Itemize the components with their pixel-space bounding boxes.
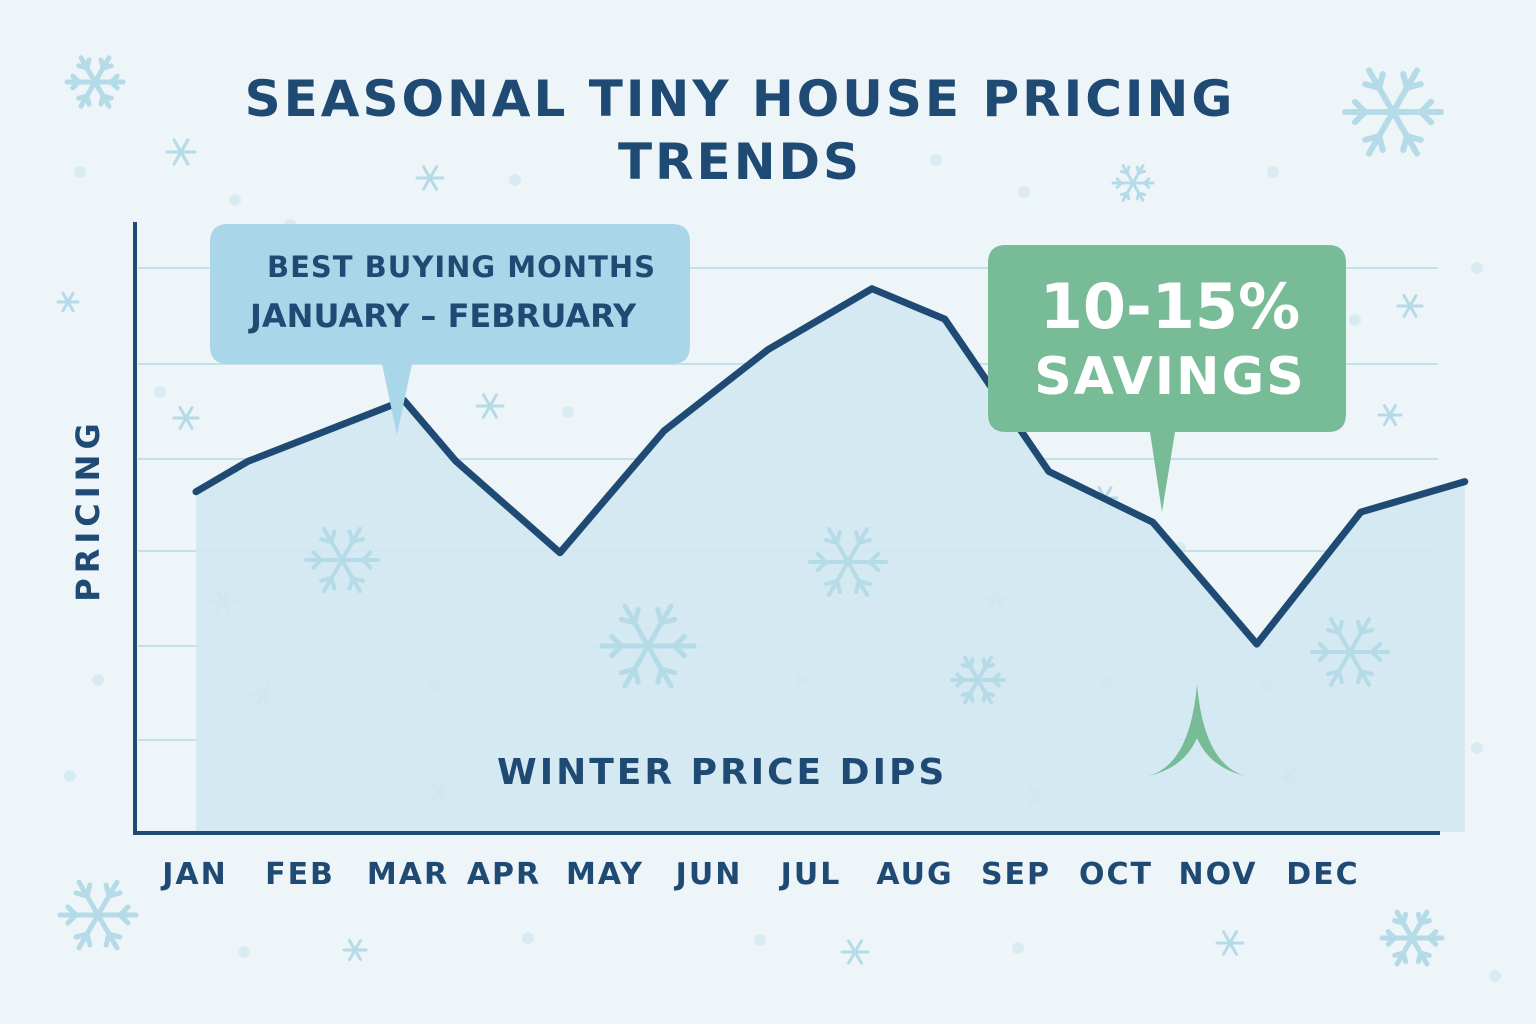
- snowflake-icon: [57, 879, 139, 951]
- x-tick-label-jul: JUL: [780, 857, 842, 892]
- data-point: [247, 460, 249, 462]
- snowflake-icon: [342, 938, 368, 962]
- snowflake-icon: [165, 138, 197, 166]
- x-tick-label-mar: MAR: [366, 857, 450, 892]
- snowflake-icon: [840, 939, 870, 965]
- snowflake-icon: [56, 291, 80, 313]
- x-tick-label-aug: AUG: [876, 857, 954, 892]
- snow-dot-icon: [930, 154, 942, 166]
- snowflake-icon: [1379, 909, 1445, 967]
- snow-dot-icon: [509, 174, 521, 186]
- data-point: [944, 318, 946, 320]
- snow-dot-icon: [1471, 742, 1483, 754]
- y-axis-label: PRICING: [69, 418, 107, 602]
- snowflake-icon: [172, 406, 200, 430]
- data-point: [1464, 481, 1466, 483]
- callouts: [210, 224, 1346, 776]
- axes: [133, 222, 1440, 835]
- snowflake-icon: [1377, 403, 1403, 427]
- x-tick-label-oct: OCT: [1079, 857, 1153, 892]
- best-buying-callout-line-1: BEST BUYING MONTHS: [267, 250, 657, 284]
- snow-dot-icon: [1012, 942, 1024, 954]
- snow-dot-icon: [1018, 186, 1030, 198]
- snowflake-icon: [1342, 67, 1444, 157]
- best-buying-callout-line-2: JANUARY – FEBRUARY: [250, 297, 637, 335]
- snowflake-decorations-front: [304, 526, 1390, 705]
- data-point: [1048, 470, 1050, 472]
- snowflake-icon: [415, 165, 445, 191]
- snow-dot-icon: [229, 194, 241, 206]
- snowflake-icon: [1310, 617, 1390, 687]
- snow-dot-icon: [154, 386, 166, 398]
- best-buying-callout-bubble: [210, 224, 690, 435]
- snow-dot-icon: [522, 932, 534, 944]
- data-point: [559, 552, 561, 554]
- snow-dot-icon: [754, 934, 766, 946]
- price-series-line: [192, 285, 1469, 648]
- snow-dot-icon: [74, 166, 86, 178]
- savings-callout-bubble: [988, 245, 1346, 512]
- snow-dot-icon: [1349, 314, 1361, 326]
- dip-marker-icon: [1148, 684, 1246, 776]
- winter-price-dips-annotation: WINTER PRICE DIPS: [497, 752, 948, 793]
- snowflake-icon: [1396, 294, 1424, 318]
- x-tick-label-apr: APR: [466, 857, 542, 892]
- snowflake-icon: [599, 603, 697, 689]
- x-tick-label-may: MAY: [566, 857, 644, 892]
- data-point: [871, 288, 873, 290]
- x-tick-label-feb: FEB: [265, 857, 335, 892]
- x-tick-label-jun: JUN: [675, 857, 743, 892]
- savings-callout-line-2: SAVINGS: [1034, 347, 1306, 407]
- chart-title-line-2: TRENDS: [617, 133, 863, 191]
- snowflake-icon: [304, 526, 380, 594]
- data-point: [1152, 521, 1154, 523]
- snowflake-icon: [475, 393, 505, 419]
- data-point: [767, 349, 769, 351]
- x-tick-label-sep: SEP: [980, 857, 1052, 892]
- data-point: [1256, 643, 1258, 645]
- snowflake-icon: [64, 55, 126, 109]
- snow-dot-icon: [562, 406, 574, 418]
- snow-dot-icon: [1489, 970, 1501, 982]
- snow-dot-icon: [92, 674, 104, 686]
- data-point: [195, 491, 197, 493]
- snow-dot-icon: [1471, 262, 1483, 274]
- x-tick-label-nov: NOV: [1178, 857, 1258, 892]
- savings-callout-line-1: 10-15%: [1039, 270, 1301, 343]
- snowflake-icon: [808, 527, 888, 597]
- snow-dot-icon: [1267, 166, 1279, 178]
- snowflake-icon: [1111, 164, 1155, 202]
- snow-dot-icon: [238, 946, 250, 958]
- snow-dot-icon: [64, 770, 76, 782]
- data-point: [663, 430, 665, 432]
- x-tick-label-dec: DEC: [1286, 857, 1360, 892]
- x-tick-label-jan: JAN: [162, 857, 228, 892]
- chart-title-line-1: SEASONAL TINY HOUSE PRICING: [244, 70, 1236, 128]
- data-point: [1360, 511, 1362, 513]
- data-point: [455, 460, 457, 462]
- snowflake-icon: [1215, 930, 1245, 956]
- snowflake-icon: [950, 655, 1006, 705]
